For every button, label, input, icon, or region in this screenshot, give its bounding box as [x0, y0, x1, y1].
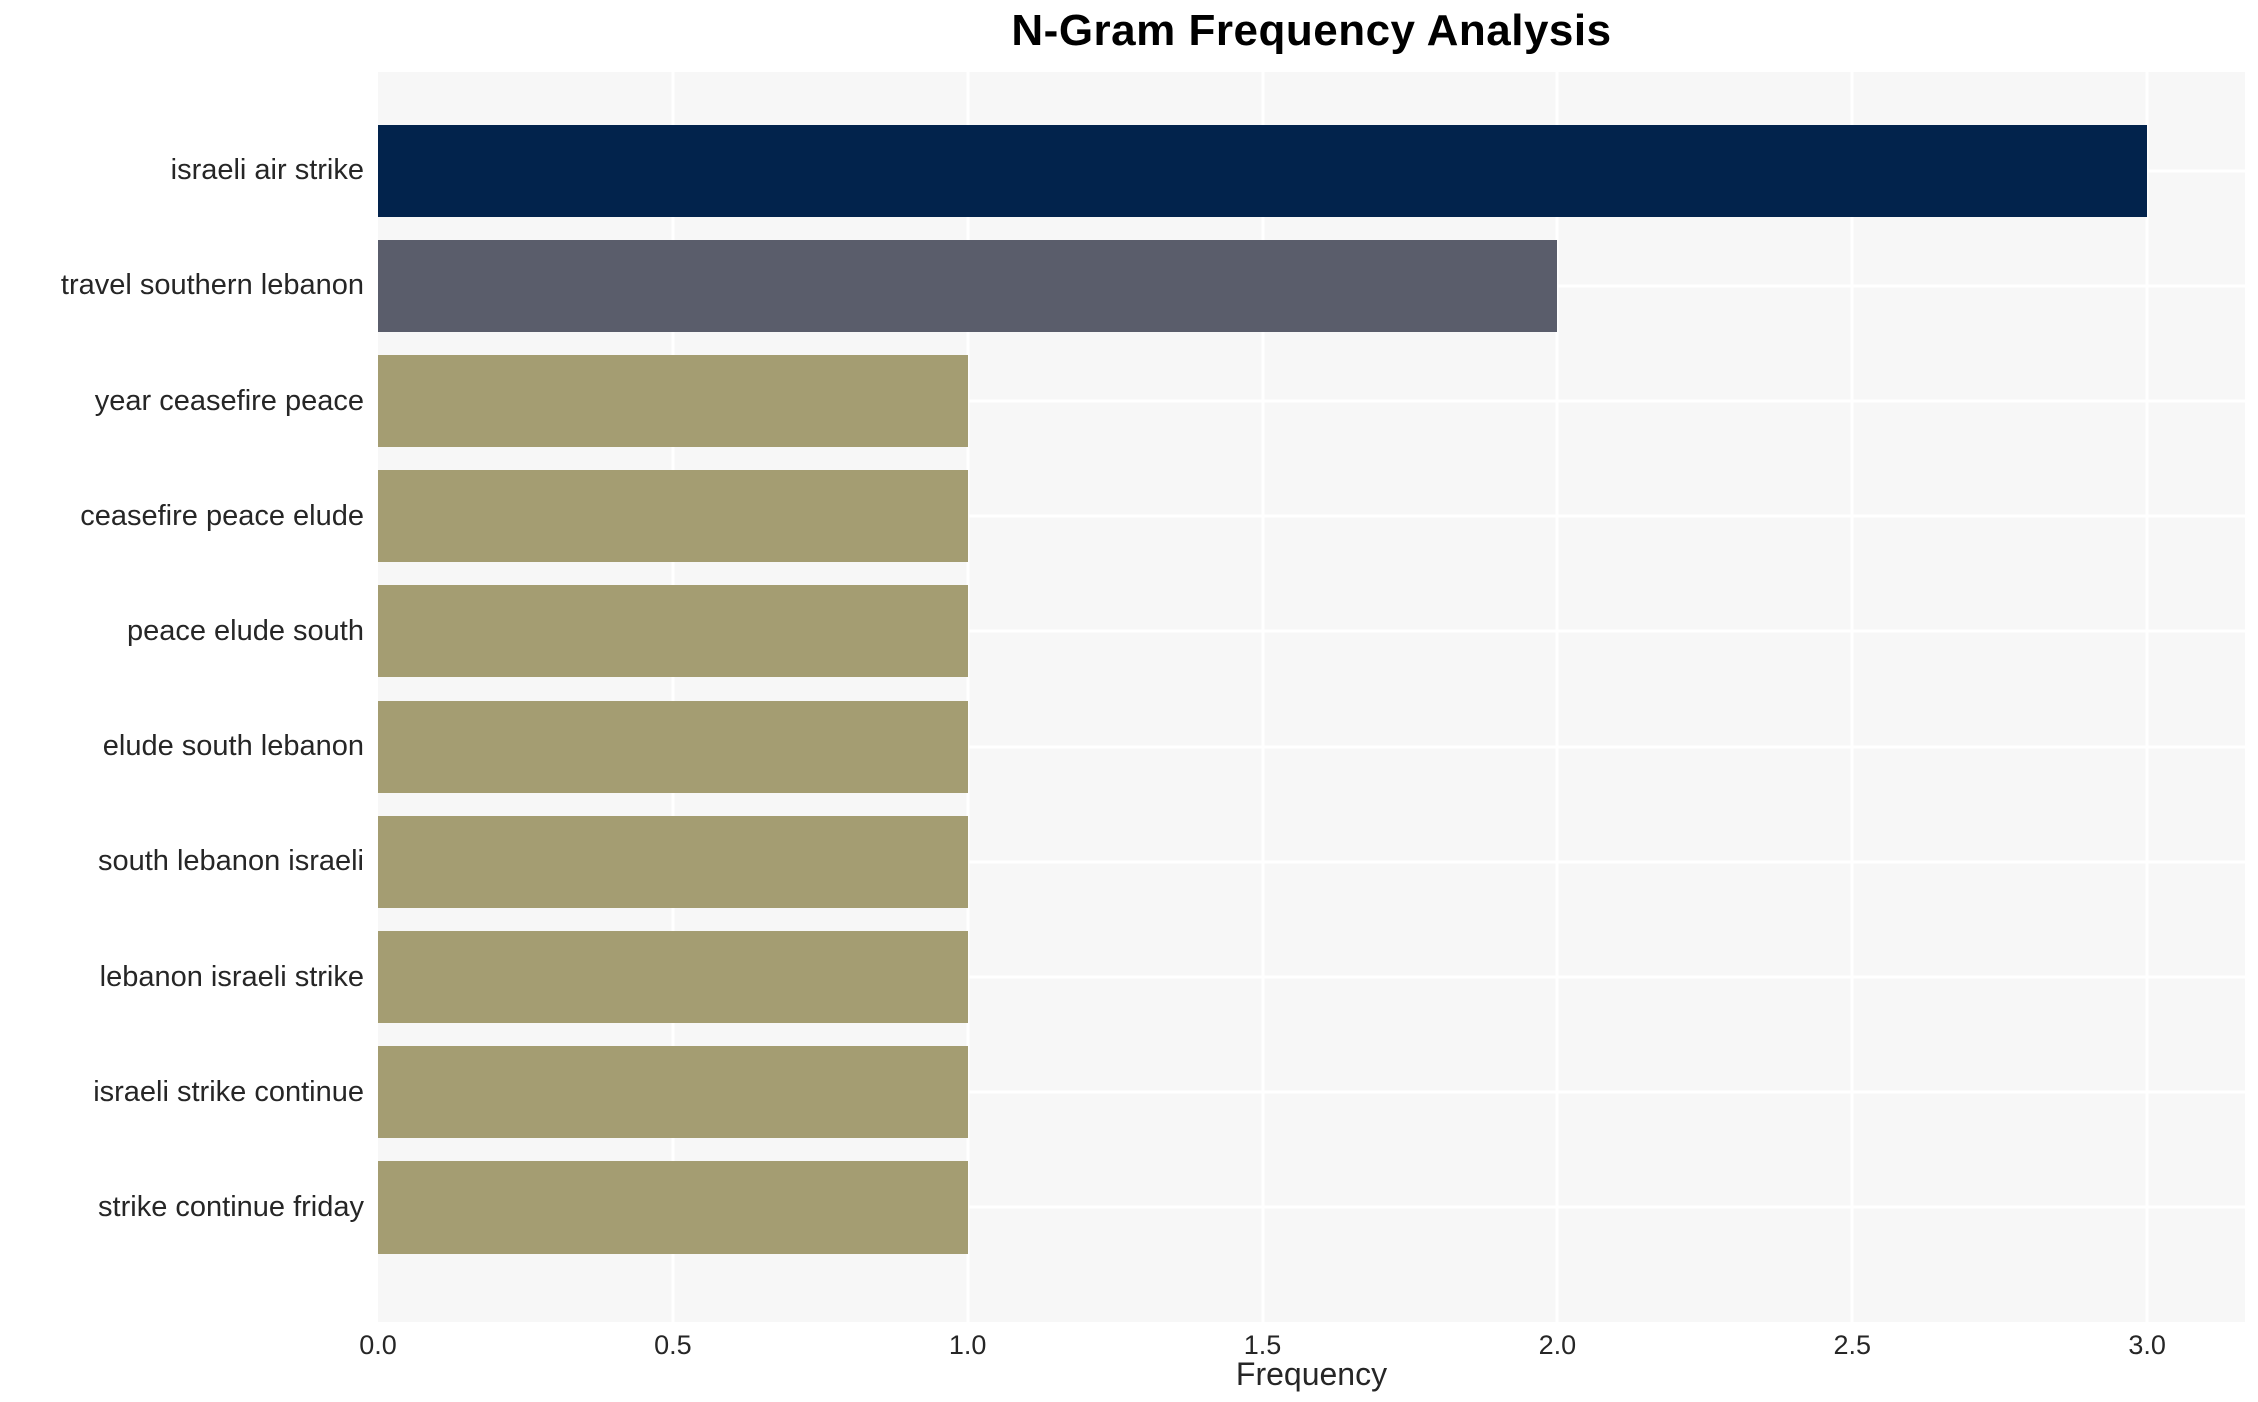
bar-strike-continue-friday	[378, 1161, 968, 1254]
x-axis-ticks: 0.0 0.5 1.0 1.5 2.0 2.5 3.0	[359, 1330, 2245, 1366]
bar-south-lebanon-israeli	[378, 815, 968, 908]
bar-track	[378, 919, 2245, 1034]
category-label: elude south lebanon	[102, 730, 364, 763]
chart-row: strike continue friday	[0, 1150, 2258, 1265]
bar-track	[378, 113, 2245, 228]
bar-elude-south-lebanon	[378, 700, 968, 793]
category-label: year ceasefire peace	[94, 384, 364, 417]
category-label: south lebanon israeli	[97, 845, 364, 878]
horizontal-gridline	[378, 975, 2245, 979]
horizontal-gridline	[378, 860, 2245, 864]
bar-ceasefire-peace-elude	[378, 470, 968, 563]
x-tick-label: 2.5	[1833, 1330, 1872, 1360]
x-tick-label: 2.0	[1538, 1330, 1577, 1360]
x-tick-label: 0.0	[359, 1330, 397, 1360]
category-label: lebanon israeli strike	[99, 960, 364, 993]
vertical-gridline	[671, 72, 675, 1322]
bar-track	[378, 1150, 2245, 1265]
chart-row: ceasefire peace elude	[0, 459, 2258, 574]
category-label: ceasefire peace elude	[80, 499, 364, 532]
x-tick-label: 1.0	[948, 1330, 987, 1360]
bar-lebanon-israeli-strike	[378, 930, 968, 1024]
horizontal-gridline	[378, 629, 2245, 633]
bar-peace-elude-south	[378, 585, 968, 678]
vertical-gridline	[1261, 72, 1265, 1322]
horizontal-gridline	[378, 399, 2245, 403]
vertical-gridline	[1850, 72, 1854, 1322]
bar-track	[378, 1035, 2245, 1150]
chart-row: peace elude south	[0, 574, 2258, 689]
x-tick-label: 3.0	[2128, 1330, 2166, 1360]
chart-row: year ceasefire peace	[0, 343, 2258, 458]
horizontal-gridline	[378, 514, 2245, 518]
category-label: peace elude south	[126, 614, 364, 647]
x-axis-label: Frequency	[1235, 1356, 1388, 1392]
category-label: israeli strike continue	[93, 1075, 364, 1108]
horizontal-gridline	[378, 1090, 2245, 1094]
chart-row: south lebanon israeli	[0, 804, 2258, 919]
vertical-gridline	[966, 72, 970, 1322]
chart-row: lebanon israeli strike	[0, 919, 2258, 1034]
bar-track	[378, 343, 2245, 458]
bar-track	[378, 459, 2245, 574]
bar-track	[378, 228, 2245, 343]
chart-row: israeli strike continue	[0, 1035, 2258, 1150]
horizontal-gridline	[378, 1205, 2245, 1209]
bar-israeli-air-strike	[378, 124, 2148, 217]
bar-track	[378, 689, 2245, 804]
bar-year-ceasefire-peace	[378, 354, 968, 448]
category-label: israeli air strike	[170, 154, 364, 187]
x-tick-label: 0.5	[654, 1330, 692, 1360]
bar-track	[378, 804, 2245, 919]
category-label: strike continue friday	[98, 1190, 364, 1223]
x-tick-label: 1.5	[1243, 1330, 1282, 1360]
chart-row: israeli air strike	[0, 113, 2258, 228]
chart-row: elude south lebanon	[0, 689, 2258, 804]
category-label: travel southern lebanon	[60, 269, 364, 302]
bar-travel-southern-lebanon	[378, 239, 1558, 332]
bar-track	[378, 574, 2245, 689]
horizontal-gridline	[378, 745, 2245, 749]
vertical-gridline	[2145, 72, 2149, 1322]
bar-israeli-strike-continue	[378, 1046, 968, 1139]
bars-container: israeli air strike travel southern lebano…	[0, 72, 2258, 1322]
vertical-gridline	[1555, 72, 1559, 1322]
chart-row: travel southern lebanon	[0, 228, 2258, 343]
chart-title: N-Gram Frequency Analysis	[1011, 6, 1612, 55]
